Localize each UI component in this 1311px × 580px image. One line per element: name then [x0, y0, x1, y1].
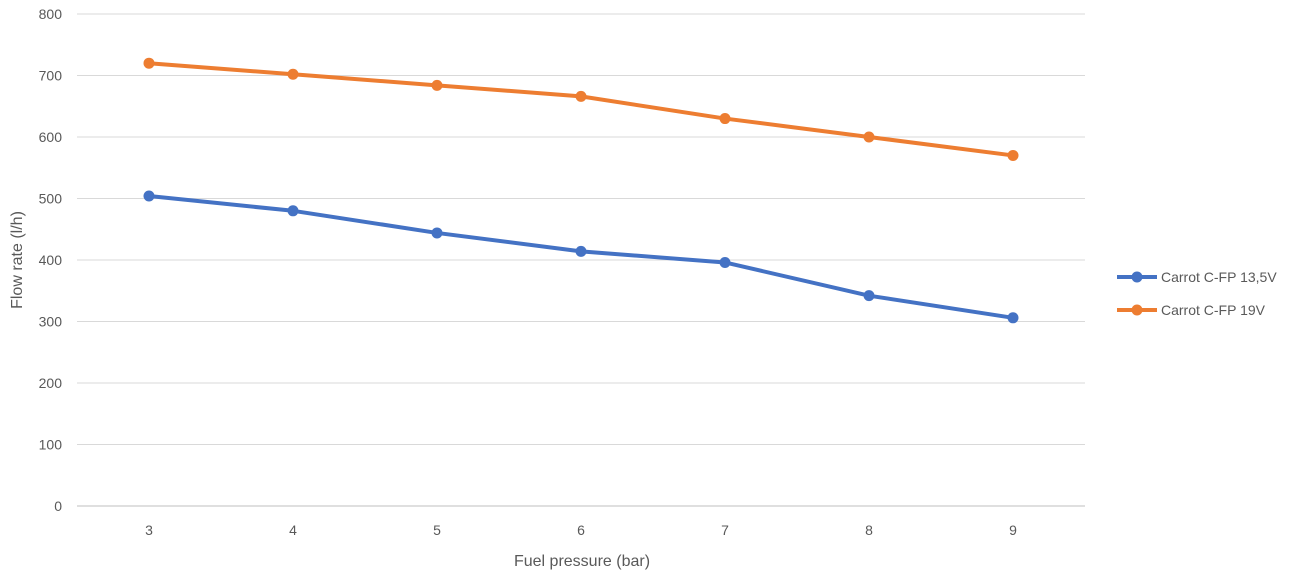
x-tick-label: 9	[1009, 522, 1017, 538]
data-point	[575, 90, 587, 102]
x-tick-label: 6	[577, 522, 585, 538]
legend-swatch-marker	[1131, 304, 1143, 316]
gridlines	[77, 13, 1085, 507]
data-point	[863, 131, 875, 143]
y-axis-ticks: 0 100 200 300 400 500 600 700 800	[39, 6, 63, 514]
legend-item: Carrot C-FP 19V	[1117, 302, 1266, 318]
x-axis-ticks: 3 4 5 6 7 8 9	[145, 522, 1017, 538]
series-line	[147, 194, 1015, 320]
legend: Carrot C-FP 13,5V Carrot C-FP 19V	[1117, 269, 1277, 318]
legend-item: Carrot C-FP 13,5V	[1117, 269, 1277, 285]
series-group	[143, 57, 1019, 324]
y-tick-label: 600	[39, 129, 63, 145]
y-axis-title: Flow rate (l/h)	[9, 211, 26, 309]
data-point	[1007, 312, 1019, 324]
data-point	[431, 227, 443, 239]
x-tick-label: 3	[145, 522, 153, 538]
y-tick-label: 0	[54, 498, 62, 514]
series-line	[147, 61, 1015, 158]
y-tick-label: 500	[39, 191, 63, 207]
data-point	[575, 245, 587, 257]
x-tick-label: 8	[865, 522, 873, 538]
data-point	[143, 57, 155, 69]
y-tick-label: 800	[39, 6, 63, 22]
data-point	[287, 205, 299, 217]
data-point	[719, 113, 731, 125]
data-point	[143, 190, 155, 202]
data-point	[1007, 149, 1019, 161]
x-tick-label: 4	[289, 522, 297, 538]
series-1	[143, 190, 1019, 324]
data-point	[719, 256, 731, 268]
x-tick-label: 5	[433, 522, 441, 538]
legend-swatch-marker	[1131, 271, 1143, 283]
data-point	[863, 290, 875, 302]
x-axis-title: Fuel pressure (bar)	[514, 553, 650, 570]
y-tick-label: 200	[39, 375, 63, 391]
data-point	[431, 79, 443, 91]
legend-label: Carrot C-FP 13,5V	[1161, 269, 1277, 285]
y-tick-label: 400	[39, 252, 63, 268]
x-tick-label: 7	[721, 522, 729, 538]
y-tick-label: 300	[39, 314, 63, 330]
series-2	[143, 57, 1019, 161]
legend-label: Carrot C-FP 19V	[1161, 302, 1266, 318]
y-tick-label: 100	[39, 437, 63, 453]
data-point	[287, 68, 299, 80]
y-tick-label: 700	[39, 68, 63, 84]
